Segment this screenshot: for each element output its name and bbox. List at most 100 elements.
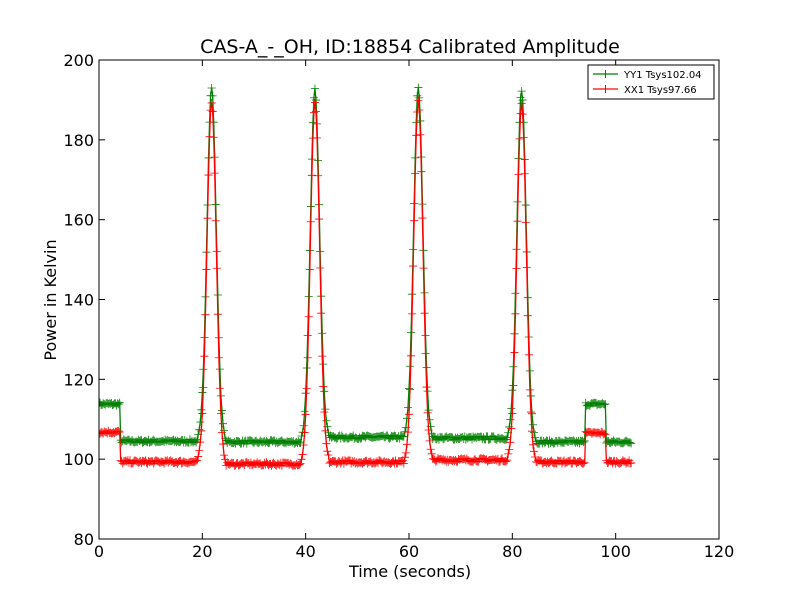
data-point [522, 263, 531, 272]
data-point [115, 398, 124, 407]
data-point [403, 403, 412, 412]
data-point [527, 409, 536, 418]
data-point [256, 436, 265, 445]
data-point [194, 452, 203, 461]
data-point [399, 432, 408, 441]
data-point [422, 383, 431, 392]
data-point [414, 83, 423, 92]
data-point [442, 432, 451, 441]
data-point [295, 460, 304, 469]
data-point [430, 455, 439, 464]
data-point [327, 458, 336, 467]
data-point [115, 428, 124, 437]
y-tick-label: 200 [63, 51, 94, 70]
data-point [506, 438, 515, 447]
data-point [548, 438, 557, 447]
data-point [197, 426, 206, 435]
data-point [464, 456, 473, 465]
data-point [299, 421, 308, 430]
data-point [405, 410, 413, 419]
data-point [114, 427, 123, 436]
x-tick-label: 80 [502, 542, 522, 561]
data-point [530, 447, 539, 456]
data-point [501, 456, 510, 465]
data-point [526, 408, 535, 417]
data-point [122, 436, 131, 445]
data-point [419, 264, 428, 273]
data-point [201, 310, 210, 319]
data-point [523, 311, 532, 320]
data-point [408, 309, 417, 318]
data-point [386, 433, 395, 442]
data-point [411, 169, 420, 178]
data-point [414, 96, 423, 105]
data-point [626, 459, 635, 468]
data-point [191, 436, 200, 445]
data-point [548, 458, 557, 467]
data-point [409, 262, 418, 271]
data-point [380, 457, 389, 466]
data-point [200, 352, 209, 361]
data-point [302, 384, 311, 393]
data-point [524, 350, 533, 359]
data-point [406, 385, 415, 394]
data-point [310, 98, 319, 107]
data-point [312, 107, 320, 116]
data-point [294, 460, 303, 469]
data-point [210, 169, 219, 178]
data-point [462, 454, 471, 463]
data-point [202, 265, 211, 274]
data-point [225, 460, 234, 469]
data-point [542, 459, 551, 468]
series-layer [99, 83, 636, 470]
x-tick-label: 60 [399, 542, 419, 561]
data-point [604, 458, 613, 467]
data-point [512, 264, 521, 273]
data-point [318, 352, 327, 361]
legend: YY1 Tsys102.04 XX1 Tsys97.66 [587, 64, 715, 100]
series-0 [99, 83, 636, 448]
data-point [440, 456, 449, 465]
y-tick-label: 140 [63, 291, 94, 310]
data-point [298, 450, 307, 459]
data-point [577, 437, 586, 446]
data-point [112, 401, 121, 410]
data-point [502, 457, 511, 466]
data-point [322, 439, 331, 448]
data-point [179, 457, 188, 466]
data-point [219, 440, 227, 449]
data-point [378, 459, 387, 468]
data-point [509, 381, 518, 390]
data-point [580, 458, 589, 467]
data-point [198, 409, 207, 418]
data-point [284, 458, 293, 467]
data-point [262, 458, 271, 467]
data-point [120, 457, 129, 466]
data-point [208, 107, 217, 116]
data-point [165, 457, 174, 466]
data-point [307, 171, 316, 180]
data-point [402, 440, 411, 449]
data-point [503, 433, 512, 442]
data-point [317, 309, 326, 318]
data-point [236, 460, 245, 469]
data-point [378, 431, 387, 440]
series-markers [99, 83, 636, 448]
data-point [396, 431, 405, 440]
data-point [426, 445, 435, 454]
data-point [324, 451, 333, 460]
y-tick-label: 160 [63, 211, 94, 230]
data-point [199, 383, 208, 392]
data-point [301, 410, 310, 419]
data-point [370, 459, 379, 468]
data-point [531, 452, 540, 461]
data-point [110, 429, 119, 438]
data-point [492, 435, 501, 444]
data-point [191, 457, 200, 466]
data-point [247, 461, 256, 470]
data-point [326, 431, 335, 440]
data-point [208, 91, 217, 100]
data-point [251, 437, 260, 446]
data-point [472, 457, 481, 466]
data-point [513, 217, 522, 226]
